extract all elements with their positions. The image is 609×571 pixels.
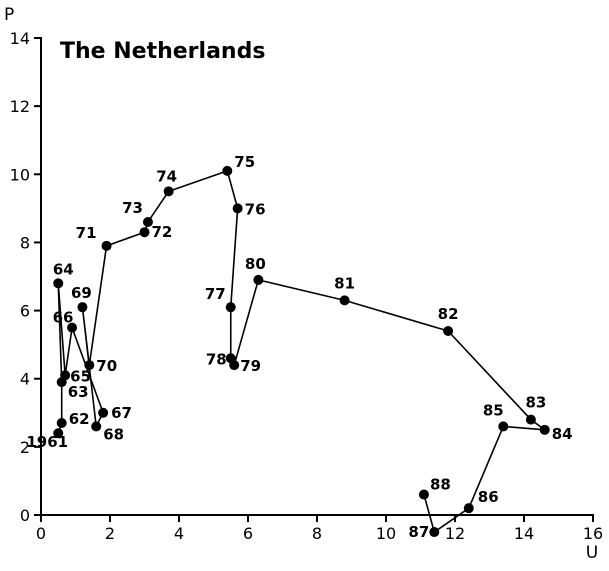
point-label-76: 76 <box>245 200 266 218</box>
point-label-78: 78 <box>206 350 227 368</box>
data-point-66 <box>67 322 78 333</box>
x-tick-label: 6 <box>243 524 253 543</box>
y-tick-label: 14 <box>10 29 30 48</box>
x-axis-label: U <box>586 543 598 563</box>
point-label-64: 64 <box>53 260 74 278</box>
point-label-77: 77 <box>205 285 226 303</box>
x-tick-label: 16 <box>583 524 603 543</box>
point-label-62: 62 <box>69 410 90 428</box>
x-tick-label: 12 <box>445 524 465 543</box>
data-point-68 <box>91 421 102 432</box>
chart-title: The Netherlands <box>60 39 265 64</box>
x-tick-label: 14 <box>514 524 534 543</box>
data-point-81 <box>339 295 350 306</box>
y-tick-label: 8 <box>20 233 30 252</box>
data-point-67 <box>98 407 109 418</box>
point-label-74: 74 <box>156 167 177 185</box>
point-label-72: 72 <box>152 223 173 241</box>
y-tick-label: 2 <box>20 438 30 457</box>
data-point-86 <box>463 503 474 514</box>
point-label-67: 67 <box>111 404 132 422</box>
x-tick-label: 0 <box>36 524 46 543</box>
data-point-82 <box>443 326 454 337</box>
point-label-68: 68 <box>103 425 124 443</box>
data-point-79 <box>229 360 240 371</box>
y-tick-label: 12 <box>10 97 30 116</box>
data-point-65 <box>60 370 71 381</box>
data-point-69 <box>77 302 88 313</box>
y-tick-label: 6 <box>20 302 30 321</box>
point-label-63: 63 <box>68 383 89 401</box>
data-point-83 <box>525 414 536 425</box>
y-axis-ticks: 0 2 4 6 8 10 12 14 <box>10 29 41 525</box>
point-label-84: 84 <box>552 425 573 443</box>
point-label-69: 69 <box>71 284 92 302</box>
data-point-76 <box>232 203 243 214</box>
point-label-85: 85 <box>483 401 504 419</box>
point-label-88: 88 <box>430 476 451 494</box>
point-label-75: 75 <box>234 153 255 171</box>
point-label-1961: 1961 <box>26 433 68 451</box>
point-label-83: 83 <box>525 394 546 412</box>
data-point-73 <box>142 216 153 227</box>
y-axis-label: P <box>4 5 14 25</box>
data-point-85 <box>498 421 509 432</box>
point-label-86: 86 <box>478 488 499 506</box>
data-point-1961 <box>53 428 64 439</box>
series-line <box>57 170 546 533</box>
point-label-71: 71 <box>76 224 97 242</box>
point-label-73: 73 <box>122 199 143 217</box>
data-point-71 <box>101 240 112 251</box>
x-axis-ticks: 0 2 4 6 8 10 12 14 16 <box>36 515 603 543</box>
data-point-62 <box>56 418 67 429</box>
point-label-81: 81 <box>334 274 355 292</box>
point-label-80: 80 <box>245 255 266 273</box>
x-tick-label: 8 <box>312 524 322 543</box>
data-point-74 <box>163 186 174 197</box>
x-tick-label: 10 <box>376 524 396 543</box>
point-label-66: 66 <box>53 309 74 327</box>
data-point-84 <box>539 424 550 435</box>
x-tick-label: 2 <box>105 524 115 543</box>
y-tick-label: 10 <box>10 165 30 184</box>
data-point-75 <box>222 165 233 176</box>
x-tick-label: 4 <box>174 524 184 543</box>
point-label-79: 79 <box>240 357 261 375</box>
point-label-87: 87 <box>408 523 429 541</box>
data-point-80 <box>253 274 264 285</box>
data-point-88 <box>418 489 429 500</box>
data-point-87 <box>429 527 440 538</box>
data-point-77 <box>225 302 236 313</box>
point-label-82: 82 <box>438 305 459 323</box>
y-tick-label: 4 <box>20 370 30 389</box>
y-tick-label: 0 <box>20 506 30 525</box>
point-label-65: 65 <box>70 367 91 385</box>
data-point-72 <box>139 227 150 238</box>
point-label-70: 70 <box>96 357 117 375</box>
data-point-70 <box>84 360 95 371</box>
data-point-64 <box>53 278 64 289</box>
